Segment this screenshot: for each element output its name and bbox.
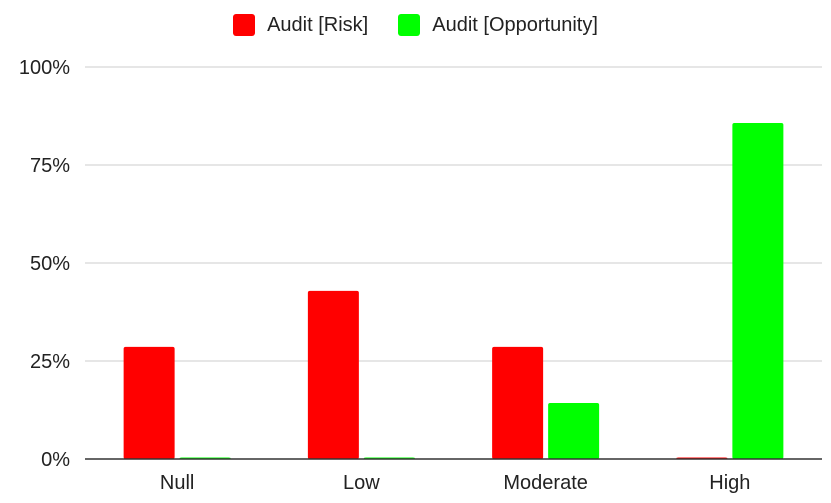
legend-swatch-risk (233, 14, 256, 36)
legend-item-risk[interactable]: Audit [Risk] (233, 14, 368, 37)
bar-risk-null (123, 346, 175, 459)
y-tick-label: 25% (30, 351, 70, 373)
x-tick-label: Low (343, 472, 380, 494)
bar-risk-moderate (492, 346, 544, 459)
bar-risk-low (307, 290, 359, 459)
x-tick-label: Moderate (503, 472, 588, 494)
legend-swatch-opportunity (398, 14, 421, 36)
y-tick-label: 100% (19, 57, 70, 79)
legend-label-risk: Audit [Risk] (267, 13, 369, 36)
x-tick-label: High (709, 472, 750, 494)
y-tick-label: 0% (41, 449, 70, 471)
x-tick-label: Null (160, 472, 194, 494)
chart-legend: Audit [Risk] Audit [Opportunity] (0, 10, 831, 40)
bar-opportunity-high (732, 123, 784, 459)
legend-label-opportunity: Audit [Opportunity] (432, 13, 598, 36)
y-tick-label: 50% (30, 253, 70, 275)
y-tick-label: 75% (30, 155, 70, 177)
legend-item-opportunity[interactable]: Audit [Opportunity] (398, 14, 598, 37)
bar-opportunity-moderate (548, 402, 600, 459)
